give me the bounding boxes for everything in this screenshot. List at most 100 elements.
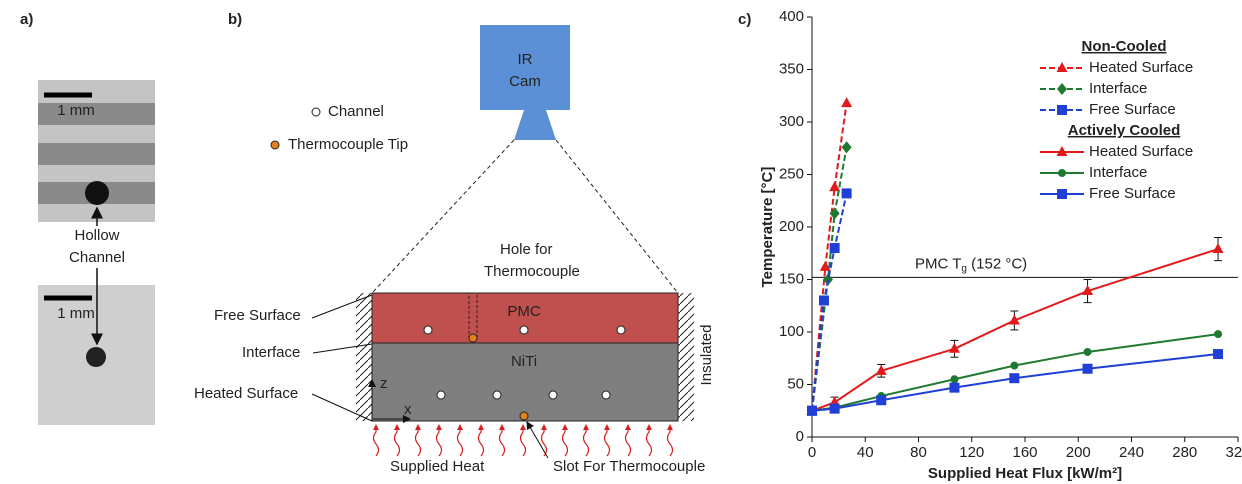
marker bbox=[822, 273, 833, 286]
heat-arrow bbox=[477, 426, 485, 457]
micrograph-top bbox=[38, 80, 155, 222]
y-tick-label: 200 bbox=[779, 218, 804, 235]
marker bbox=[948, 342, 960, 353]
threshold-subscript: g bbox=[961, 263, 967, 274]
heat-arrow bbox=[519, 426, 527, 457]
marker bbox=[1214, 330, 1223, 339]
axis-label: z bbox=[380, 375, 388, 392]
scale-label: 1 mm bbox=[57, 102, 95, 119]
y-tick-label: 400 bbox=[779, 8, 804, 25]
arrow-head bbox=[604, 424, 610, 430]
heat-arrow bbox=[456, 426, 464, 457]
threshold-prefix: PMC T bbox=[915, 255, 961, 272]
thermocouple bbox=[519, 411, 529, 421]
marker bbox=[1213, 349, 1224, 360]
arrow-head bbox=[457, 424, 463, 430]
y-axis-label: Temperature [°C] bbox=[759, 167, 776, 288]
camera bbox=[480, 25, 570, 110]
panel-label: c) bbox=[738, 11, 751, 28]
legend-group: Non-Cooled bbox=[1082, 38, 1167, 55]
arrow-head bbox=[520, 424, 526, 430]
camera-label: Cam bbox=[509, 73, 541, 90]
heat-arrow bbox=[435, 426, 443, 457]
panel-label: a) bbox=[20, 11, 33, 28]
insulated-label: Insulated bbox=[698, 325, 715, 386]
leaders bbox=[311, 294, 373, 422]
x-tick-label: 80 bbox=[910, 444, 927, 461]
x-tick-label: 320 bbox=[1225, 444, 1242, 461]
marker bbox=[1058, 169, 1066, 177]
niti-layer bbox=[371, 342, 679, 422]
marker bbox=[1082, 363, 1093, 374]
x-tick-label: 160 bbox=[1012, 444, 1037, 461]
marker bbox=[1082, 285, 1094, 296]
series-line bbox=[811, 193, 848, 411]
legend-label: Heated Surface bbox=[1089, 59, 1193, 76]
arrow-head bbox=[373, 424, 379, 430]
side-label: Heated Surface bbox=[194, 385, 298, 402]
side-label: Interface bbox=[242, 344, 300, 361]
legend-label: Heated Surface bbox=[1089, 143, 1193, 160]
hole-label: Hole for bbox=[500, 241, 553, 258]
lens bbox=[514, 110, 556, 140]
x-tick-label: 200 bbox=[1066, 444, 1091, 461]
callout: Channel bbox=[69, 249, 125, 266]
legend-label: Interface bbox=[1089, 164, 1147, 181]
legend-label: Interface bbox=[1089, 80, 1147, 97]
marker bbox=[950, 375, 959, 384]
series-line bbox=[811, 102, 848, 411]
marker bbox=[1010, 361, 1019, 370]
marker bbox=[876, 395, 887, 406]
view-line bbox=[555, 139, 679, 294]
x-tick-label: 280 bbox=[1172, 444, 1197, 461]
legend-label: Free Surface bbox=[1089, 101, 1176, 118]
legend-label: Thermocouple Tip bbox=[288, 136, 408, 153]
marker bbox=[1008, 314, 1020, 325]
side-label: Free Surface bbox=[214, 307, 301, 324]
arrow bbox=[526, 421, 549, 459]
arrow-head bbox=[541, 424, 547, 430]
series-line bbox=[811, 333, 1219, 412]
axis-label: x bbox=[404, 401, 412, 418]
threshold-suffix: (152 °C) bbox=[967, 255, 1027, 272]
scale-label: 1 mm bbox=[57, 305, 95, 322]
marker bbox=[841, 188, 852, 199]
marker bbox=[829, 181, 841, 192]
marker bbox=[841, 97, 853, 108]
arrow-head bbox=[478, 424, 484, 430]
y-tick-label: 0 bbox=[796, 428, 804, 445]
marker bbox=[829, 403, 840, 414]
legend-label: Free Surface bbox=[1089, 185, 1176, 202]
legend-tip bbox=[270, 140, 280, 150]
legend-label: Channel bbox=[328, 103, 384, 120]
threshold-label: PMC Tg (152 °C) bbox=[915, 255, 1027, 274]
heat-arrow bbox=[561, 426, 569, 457]
slot-label: Slot For Thermocouple bbox=[553, 458, 705, 475]
x-tick-label: 0 bbox=[808, 444, 816, 461]
wall-hatch bbox=[356, 293, 372, 421]
y-tick-label: 350 bbox=[779, 60, 804, 77]
heat-arrows bbox=[372, 424, 674, 457]
arrow-head bbox=[415, 424, 421, 430]
legend-channel bbox=[311, 107, 321, 117]
marker bbox=[1083, 347, 1092, 356]
layer-label: PMC bbox=[507, 303, 541, 320]
y-tick-label: 50 bbox=[787, 375, 804, 392]
marker bbox=[1009, 373, 1020, 384]
heat-label: Supplied Heat bbox=[390, 458, 485, 475]
thermocouple bbox=[468, 333, 478, 343]
heat-arrow bbox=[582, 426, 590, 457]
x-axis-label: Supplied Heat Flux [kW/m²] bbox=[928, 465, 1122, 482]
arrow-head bbox=[562, 424, 568, 430]
x-tick-label: 120 bbox=[959, 444, 984, 461]
channels bbox=[423, 325, 626, 400]
arrow-head bbox=[667, 424, 673, 430]
marker bbox=[1212, 243, 1224, 254]
y-tick-label: 100 bbox=[779, 323, 804, 340]
heat-arrow bbox=[645, 426, 653, 457]
hole-label: Thermocouple bbox=[484, 263, 580, 280]
marker bbox=[818, 295, 829, 306]
arrow-head bbox=[583, 424, 589, 430]
marker bbox=[875, 364, 887, 375]
